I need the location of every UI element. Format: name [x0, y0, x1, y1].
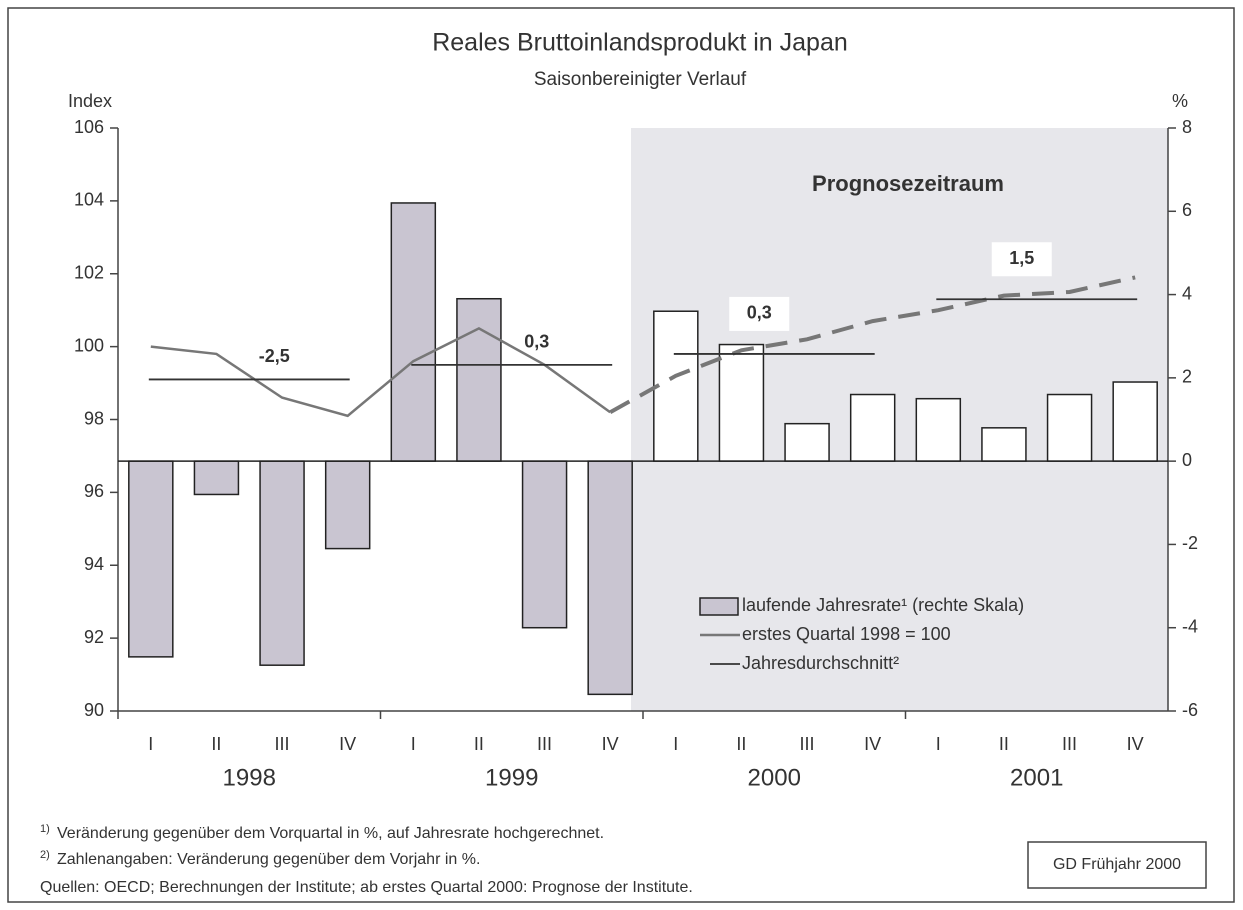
bar — [718, 343, 765, 462]
year-label: 1999 — [485, 764, 538, 791]
y2-tick-label: -6 — [1182, 700, 1198, 720]
x-tick-label: III — [800, 734, 815, 754]
avg-label: -2,5 — [259, 346, 290, 366]
x-tick-label: II — [999, 734, 1009, 754]
bar — [784, 422, 830, 462]
legend-swatch — [699, 597, 739, 616]
bar — [653, 310, 699, 462]
year-label: 2001 — [1010, 764, 1063, 791]
legend-label: Jahresdurchschnitt² — [742, 653, 899, 673]
note: Zahlenangaben: Veränderung gegenüber dem… — [57, 851, 480, 868]
year-label: 1998 — [223, 764, 276, 791]
y-tick-label: 104 — [74, 190, 104, 210]
y2-tick-label: 6 — [1182, 200, 1192, 220]
x-tick-label: I — [148, 734, 153, 754]
y-axis-label: Index — [68, 91, 112, 111]
x-tick-label: III — [1062, 734, 1077, 754]
y-tick-label: 92 — [84, 627, 104, 647]
avg-label: 0,3 — [747, 303, 772, 323]
y-tick-label: 94 — [84, 554, 104, 574]
y2-tick-label: -2 — [1182, 533, 1198, 553]
bar — [587, 460, 633, 696]
bar — [456, 297, 502, 462]
x-tick-label: II — [211, 734, 221, 754]
x-tick-label: II — [474, 734, 484, 754]
chart-subtitle: Saisonbereinigter Verlauf — [534, 69, 747, 90]
y-tick-label: 98 — [84, 408, 104, 428]
legend-label: erstes Quartal 1998 = 100 — [742, 624, 951, 644]
x-tick-label: III — [537, 734, 552, 754]
y2-tick-label: 0 — [1182, 450, 1192, 470]
bar — [981, 427, 1027, 462]
y2-tick-label: -4 — [1182, 616, 1198, 636]
x-tick-label: I — [411, 734, 416, 754]
x-tick-label: IV — [602, 734, 619, 754]
avg-label: 0,3 — [524, 332, 549, 352]
bar — [259, 460, 305, 666]
y2-tick-label: 2 — [1182, 367, 1192, 387]
badge: GD Frühjahr 2000 — [1053, 856, 1181, 873]
bar — [128, 460, 174, 658]
index-line — [609, 275, 1136, 414]
chart-title: Reales Bruttoinlandsprodukt in Japan — [432, 29, 848, 57]
badge-box — [1027, 841, 1207, 889]
label-box — [991, 242, 1052, 277]
x-tick-label: I — [936, 734, 941, 754]
bar — [1112, 381, 1158, 462]
y-tick-label: 90 — [84, 700, 104, 720]
year-label: 2000 — [748, 764, 801, 791]
x-tick-label: II — [736, 734, 746, 754]
x-tick-label: III — [275, 734, 290, 754]
y-tick-label: 96 — [84, 481, 104, 501]
bar — [521, 460, 568, 629]
x-tick-label: I — [673, 734, 678, 754]
label-box — [729, 296, 790, 331]
x-tick-label: IV — [864, 734, 881, 754]
bar — [324, 460, 371, 550]
y2-axis-label: % — [1172, 91, 1188, 111]
x-tick-label: IV — [1127, 734, 1144, 754]
y-tick-label: 102 — [74, 263, 104, 283]
forecast-label: Prognosezeitraum — [812, 171, 1004, 196]
y2-tick-label: 8 — [1182, 117, 1192, 137]
bar — [390, 202, 437, 462]
note-marker: 1) — [40, 823, 50, 835]
index-line — [150, 326, 611, 418]
x-tick-label: IV — [339, 734, 356, 754]
y-tick-label: 106 — [74, 117, 104, 137]
bar — [849, 393, 896, 462]
legend-label: laufende Jahresrate¹ (rechte Skala) — [742, 595, 1024, 615]
bar — [193, 460, 240, 496]
avg-label: 1,5 — [1009, 248, 1034, 268]
bar — [1046, 393, 1093, 462]
note-marker: 2) — [40, 849, 50, 861]
frame — [7, 7, 1235, 903]
source: Quellen: OECD; Berechnungen der Institut… — [40, 879, 693, 896]
note: Veränderung gegenüber dem Vorquartal in … — [57, 825, 604, 842]
bar — [915, 397, 962, 462]
y-tick-label: 100 — [74, 335, 104, 355]
y2-tick-label: 4 — [1182, 283, 1192, 303]
